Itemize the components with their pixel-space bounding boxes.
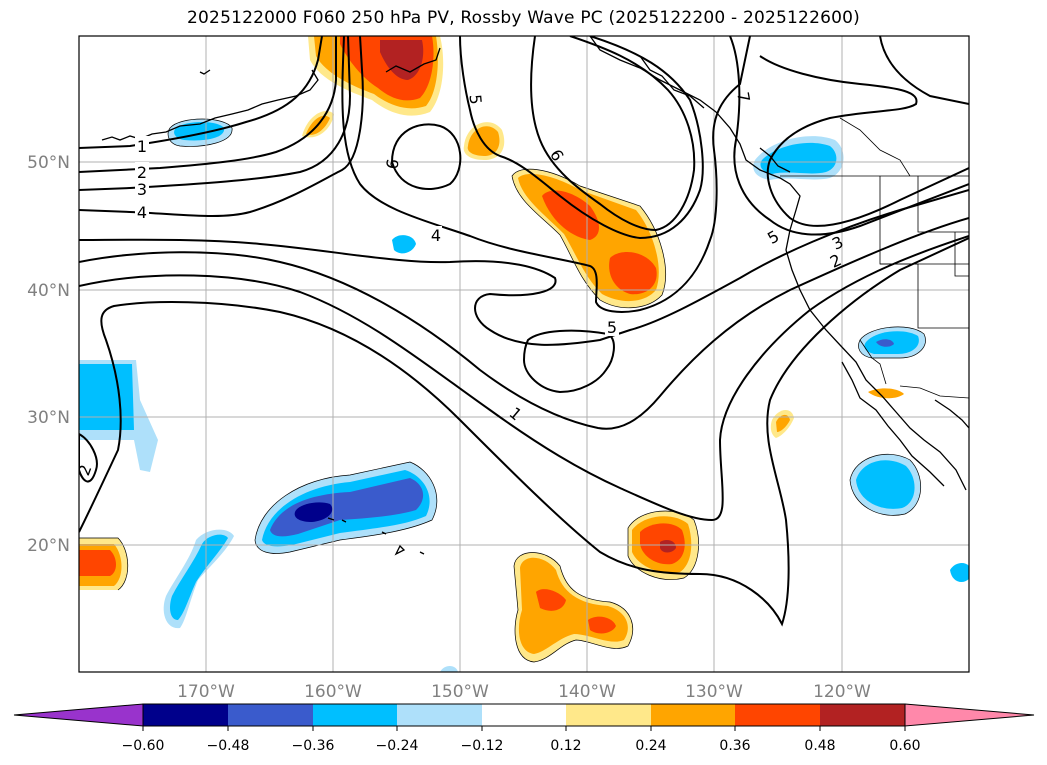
colorbar-bin <box>143 704 228 726</box>
colorbar-tick-label: 0.12 <box>550 738 581 754</box>
colorbar-extend-low <box>13 703 144 727</box>
contour-line <box>530 36 696 232</box>
contour-label: 3 <box>137 180 147 199</box>
political-borders <box>780 117 969 399</box>
latitude-labels: 50°N 40°N 30°N 20°N <box>27 153 70 556</box>
colorbar-tick-label: 0.24 <box>635 738 666 754</box>
lon-label: 140°W <box>558 682 616 702</box>
contour-line <box>79 235 969 522</box>
colorbar-extend-high <box>904 703 1035 727</box>
contour-line <box>79 36 323 149</box>
contour-label: 4 <box>137 203 147 222</box>
colorbar-tick-label: 0.48 <box>804 738 835 754</box>
contour-line <box>759 55 969 227</box>
contour-label: 6 <box>382 157 402 170</box>
anomaly-blob <box>950 563 969 582</box>
contour-line <box>79 237 969 627</box>
colorbar-tick-label: −0.36 <box>292 738 335 754</box>
contour-line <box>729 36 969 236</box>
lon-label: 150°W <box>431 682 489 702</box>
anomaly-blob <box>440 666 458 672</box>
contour-label: 5 <box>607 318 617 337</box>
colorbar-bin <box>228 704 313 726</box>
colorbar-frame <box>142 703 906 727</box>
plot-title: 2025122000 F060 250 hPa PV, Rossby Wave … <box>187 8 860 28</box>
colorbar-tick-label: 0.36 <box>719 738 750 754</box>
colorbar-tick-label: −0.60 <box>122 738 165 754</box>
contour-line <box>879 36 969 105</box>
lon-label: 160°W <box>304 682 362 702</box>
contour-label: 4 <box>431 226 441 245</box>
contour-line <box>341 36 751 313</box>
colorbar-tick-labels: −0.60 −0.48 −0.36 −0.24 −0.12 0.12 0.24 … <box>122 738 921 754</box>
lon-label: 120°W <box>813 682 871 702</box>
colorbar-bin <box>735 704 820 726</box>
colorbar-tick-label: −0.12 <box>461 738 504 754</box>
positive-anomalies <box>79 36 904 662</box>
contour-label: 1 <box>137 137 147 156</box>
colorbar-bin <box>566 704 651 726</box>
map-frame <box>78 35 970 673</box>
map-area: 1 2 3 4 6 5 4 6 5 7 5 3 2 5 1 2 <box>79 36 969 672</box>
colorbar-bin <box>313 704 397 726</box>
lat-label: 20°N <box>27 536 70 556</box>
longitude-labels: 170°W 160°W 150°W 140°W 130°W 120°W <box>177 682 871 702</box>
contour-line <box>79 217 969 430</box>
contour-label: 7 <box>733 90 753 103</box>
contour-line <box>79 36 337 173</box>
contour-line <box>459 36 704 240</box>
colorbar-tick-label: 0.60 <box>889 738 920 754</box>
colorbar-bin <box>651 704 735 726</box>
contour-line <box>79 36 352 191</box>
lat-label: 50°N <box>27 153 70 173</box>
colorbar-tick-label: −0.48 <box>207 738 250 754</box>
contour-line <box>522 329 615 394</box>
colorbar: −0.60 −0.48 −0.36 −0.24 −0.12 0.12 0.24 … <box>13 703 1035 754</box>
lat-label: 30°N <box>27 408 70 428</box>
pv-contours <box>79 36 969 627</box>
colorbar-bin <box>482 704 566 726</box>
anomaly-blob <box>392 235 416 254</box>
contour-label: 2 <box>137 163 147 182</box>
colorbar-bin <box>820 704 905 726</box>
colorbar-bin <box>397 704 482 726</box>
contour-line <box>79 433 98 483</box>
contour-line <box>390 123 462 190</box>
anomaly-outlines <box>79 118 926 663</box>
contour-label: 5 <box>466 94 486 106</box>
lat-label: 40°N <box>27 281 70 301</box>
colorbar-ticks <box>142 726 906 731</box>
colorbar-tick-label: −0.24 <box>376 738 419 754</box>
contour-line <box>79 36 364 218</box>
lon-label: 130°W <box>685 682 743 702</box>
lon-label: 170°W <box>177 682 235 702</box>
contour-line <box>79 189 969 346</box>
